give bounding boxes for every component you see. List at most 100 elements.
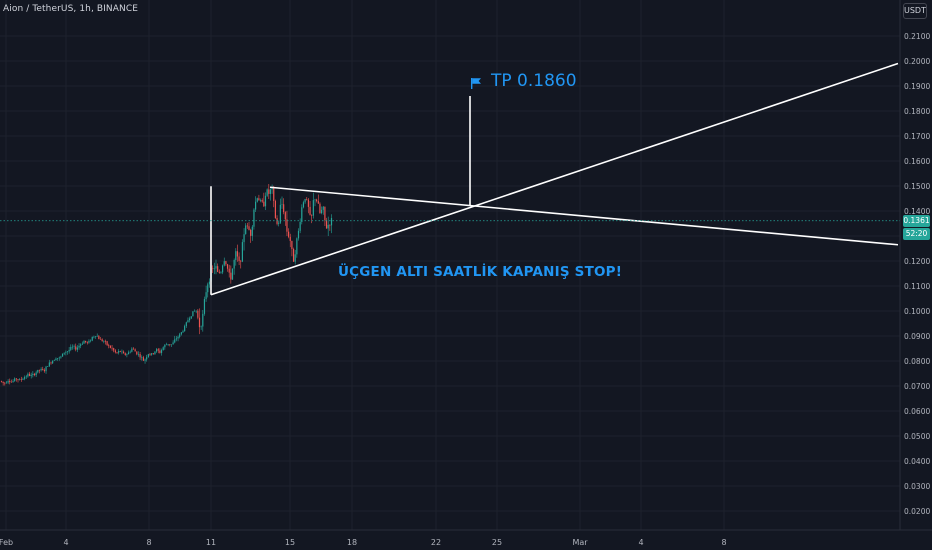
candle-body — [68, 349, 70, 352]
candle-body — [96, 336, 98, 337]
candle-body — [66, 351, 69, 353]
candle-body — [106, 341, 108, 346]
y-tick-label: 0.0300 — [904, 482, 930, 491]
candle-body — [156, 349, 158, 352]
candle-body — [60, 356, 62, 358]
candle-body — [83, 340, 85, 344]
candle-body — [167, 344, 169, 345]
x-tick-label: 8 — [721, 538, 726, 547]
y-tick-label: 0.2000 — [904, 57, 930, 66]
candle-body — [202, 313, 204, 327]
candle-body — [200, 326, 202, 328]
candle-body — [63, 352, 65, 354]
x-tick-label: Mar — [572, 538, 588, 547]
candle-body — [169, 344, 171, 345]
candle-body — [278, 222, 280, 224]
candle-body — [139, 354, 141, 358]
y-tick-label: 0.1400 — [904, 207, 930, 216]
candle-body — [182, 331, 184, 333]
candle-body — [235, 251, 237, 260]
candle-body — [116, 352, 118, 353]
candle-body — [142, 357, 144, 361]
candle-body — [10, 381, 12, 383]
y-tick-label: 0.0700 — [904, 382, 930, 391]
candle-body — [243, 234, 245, 243]
flag-icon — [471, 78, 481, 89]
candle-body — [93, 336, 95, 338]
symbol-title[interactable]: Aion / TetherUS, 1h, BINANCE — [3, 4, 138, 14]
candle-body — [164, 344, 166, 348]
x-tick-label: 4 — [63, 538, 68, 547]
candle-body — [286, 219, 288, 232]
candle-body — [184, 325, 186, 332]
candle-body — [222, 265, 224, 273]
candle-body — [256, 198, 258, 202]
candle-body — [208, 281, 210, 285]
candles — [0, 184, 333, 386]
candle-body — [316, 199, 318, 202]
currency-badge[interactable]: USDT — [903, 3, 927, 19]
candle-body — [259, 200, 262, 201]
candle-body — [312, 200, 314, 216]
x-tick-label: Feb — [0, 538, 13, 547]
candle-body — [248, 226, 250, 230]
x-tick-label: 4 — [638, 538, 643, 547]
candle-body — [258, 198, 260, 201]
candle-body — [215, 266, 217, 269]
candle-body — [40, 369, 42, 371]
stop-note-text[interactable]: ÜÇGEN ALTI SAATLİK KAPANIŞ STOP! — [338, 264, 623, 280]
candle-body — [2, 381, 4, 383]
candle-body — [86, 341, 88, 343]
candle-body — [32, 373, 34, 376]
candle-body — [78, 345, 80, 348]
time-scale[interactable]: Feb 4 8 11 15 18 22 25 Mar 4 8 — [0, 538, 727, 547]
candle-body — [192, 311, 194, 317]
candle-body — [231, 268, 234, 280]
candle-body — [111, 347, 113, 349]
candle-body — [217, 266, 219, 272]
take-profit-label[interactable]: TP 0.1860 — [491, 71, 577, 91]
candle-body — [307, 199, 309, 207]
candle-body — [25, 376, 27, 378]
candle-body — [22, 378, 24, 380]
candle-body — [5, 382, 8, 384]
candle-body — [177, 336, 179, 339]
candle-body — [274, 201, 276, 219]
candle-body — [253, 209, 255, 227]
candle-body — [162, 347, 164, 351]
candle-body — [207, 284, 209, 293]
candle-body — [212, 268, 214, 269]
candle-body — [289, 236, 291, 241]
candle-body — [255, 201, 257, 210]
candle-body — [65, 352, 67, 353]
candle-body — [283, 204, 285, 213]
candle-body — [325, 220, 328, 229]
candle-body — [220, 272, 222, 273]
candle-body — [9, 380, 11, 382]
candle-body — [76, 347, 78, 350]
candle-body — [205, 292, 207, 300]
candle-body — [80, 344, 82, 346]
candle-body — [330, 218, 333, 226]
triangle-lower-trendline — [210, 62, 899, 296]
candle-body — [296, 238, 298, 255]
candle-body — [33, 373, 36, 376]
candle-body — [109, 345, 111, 348]
candle-body — [91, 336, 93, 341]
candle-body — [269, 189, 272, 194]
candle-body — [30, 375, 32, 376]
candle-body — [281, 204, 283, 205]
candle-body — [152, 353, 154, 354]
x-tick-label: 8 — [146, 538, 151, 547]
candle-body — [309, 206, 311, 215]
candle-body — [174, 339, 176, 343]
candle-body — [233, 259, 235, 269]
candle-body — [98, 336, 100, 340]
candle-body — [288, 231, 290, 237]
candle-body — [180, 332, 182, 335]
candle-body — [225, 261, 227, 265]
candle-body — [15, 378, 17, 380]
candle-body — [55, 358, 57, 361]
trendline-drawings[interactable] — [210, 62, 899, 296]
